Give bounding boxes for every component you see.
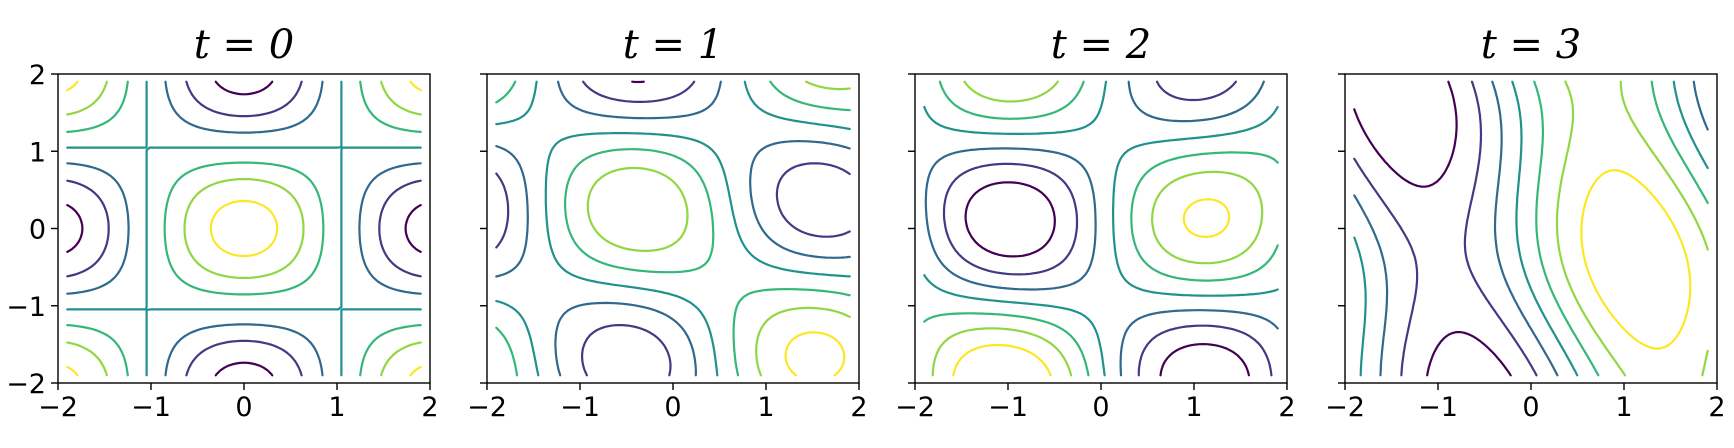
y-tick-label: −1 [6, 292, 46, 323]
x-tick-label: −2 [1325, 392, 1365, 423]
contour-level-6 [586, 80, 851, 377]
panel-3: t = 2 −2 −1 0 1 2 [895, 22, 1296, 423]
contour-level-5 [495, 80, 851, 377]
x-tick-label: 1 [1185, 392, 1202, 423]
axes-frame [914, 73, 1288, 384]
x-tick-label: −2 [895, 392, 935, 423]
y-tick-label: 1 [29, 137, 46, 168]
contour-level-4 [923, 80, 1279, 377]
contour-level-3 [495, 80, 851, 377]
panel-title: t = 2 [1051, 22, 1151, 68]
y-tick-label: 0 [29, 215, 46, 246]
x-tick-label: 0 [235, 392, 252, 423]
x-tick-label: 2 [850, 392, 867, 423]
contour-level-7 [1580, 169, 1692, 350]
contour-level-2 [1353, 80, 1538, 377]
contour-level-2 [66, 80, 422, 377]
x-tick-label: 2 [421, 392, 438, 423]
contour-level-3 [924, 80, 1279, 377]
x-tick-label: −1 [1418, 392, 1458, 423]
panel-title: t = 0 [194, 22, 294, 68]
contour-level-6 [1555, 80, 1709, 377]
contour-level-5 [1533, 80, 1709, 377]
x-tick-label: 0 [1522, 392, 1539, 423]
axes-frame [486, 73, 860, 384]
contour-level-4 [1353, 80, 1709, 377]
contour-lines [923, 80, 1279, 377]
contour-level-6 [931, 80, 1264, 377]
x-tick-label: −1 [988, 392, 1028, 423]
y-tick-label: −2 [6, 369, 46, 400]
contour-level-4 [495, 80, 851, 377]
x-tick-label: 1 [328, 392, 345, 423]
x-tick-label: −2 [467, 392, 507, 423]
contour-level-7 [952, 198, 1231, 377]
x-tick-label: 1 [1615, 392, 1632, 423]
contour-level-7 [784, 331, 846, 377]
panel-2: t = 1 −2 −1 0 1 2 [467, 22, 868, 423]
contour-lines [66, 80, 422, 377]
contour-level-1 [964, 181, 1250, 377]
contour-level-1 [66, 80, 422, 377]
x-tick-label: −1 [560, 392, 600, 423]
x-tick-label: 0 [664, 392, 681, 423]
contour-level-5 [923, 80, 1279, 377]
x-tick-label: 0 [1092, 392, 1109, 423]
contour-level-6 [66, 80, 422, 377]
contour-level-4 [66, 80, 422, 377]
x-tick-label: −2 [38, 392, 78, 423]
contour-level-1 [1353, 80, 1512, 377]
x-tick-label: 2 [1708, 392, 1725, 423]
panel-title: t = 3 [1481, 22, 1581, 68]
panel-title: t = 1 [623, 22, 723, 68]
x-tick-label: 1 [757, 392, 774, 423]
contour-lines [495, 80, 851, 377]
contour-level-2 [942, 80, 1273, 377]
contour-level-3 [66, 80, 422, 377]
contour-level-2 [495, 80, 851, 377]
contour-level-7 [66, 80, 422, 377]
contour-lines [1353, 80, 1709, 377]
x-tick-label: 2 [1278, 392, 1295, 423]
contour-level-3 [1353, 80, 1709, 377]
axes-frame [57, 73, 431, 384]
panel-1: t = 0 −2 −1 0 1 2 −2 −1 0 1 2 [6, 22, 438, 423]
panel-4: t = 3 −2 −1 0 1 2 [1325, 22, 1726, 423]
x-tick-label: −1 [131, 392, 171, 423]
contour-level-5 [66, 80, 422, 377]
y-tick-label: 2 [29, 60, 46, 91]
